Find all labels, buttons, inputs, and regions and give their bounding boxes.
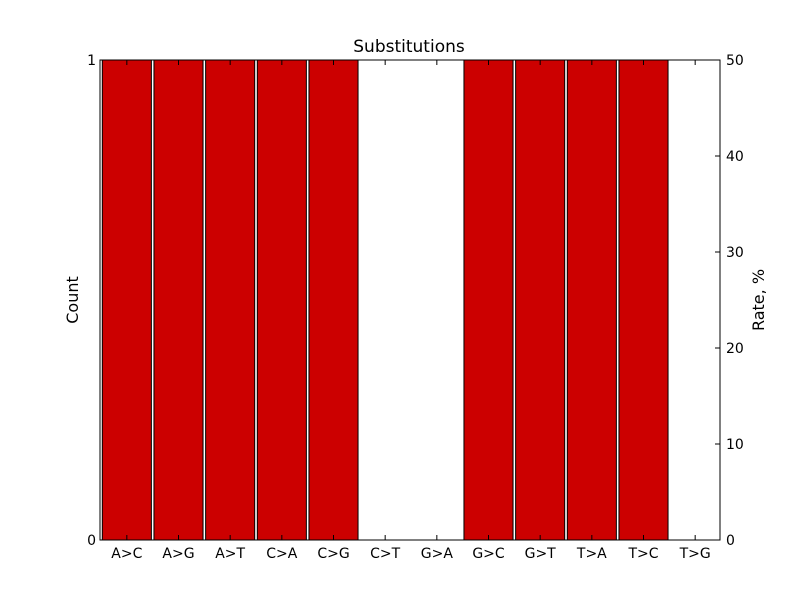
x-tick-label: T>G xyxy=(679,546,711,562)
y2-tick-label: 40 xyxy=(726,149,744,165)
x-tick-label: A>C xyxy=(111,546,142,562)
bar-a-to-c xyxy=(101,59,152,541)
bar-a-to-g xyxy=(153,59,204,541)
y2-tick-label: 0 xyxy=(726,533,735,549)
y-tick-label: 1 xyxy=(87,53,96,69)
x-axis: A>C A>G A>T C>A C>G C>T G>A G>C G>T T>A T>C T>G xyxy=(111,60,711,562)
bar-t-to-c xyxy=(618,59,669,541)
x-tick-label: A>T xyxy=(215,546,245,562)
x-tick-label: C>A xyxy=(266,546,298,562)
y-tick-label: 0 xyxy=(87,533,96,549)
x-tick-label: A>G xyxy=(162,546,194,562)
chart-title: Substitutions xyxy=(353,37,465,57)
y-axis-label: Count xyxy=(63,276,82,324)
x-tick-label: C>T xyxy=(370,546,401,562)
bar-a-to-t xyxy=(205,59,256,541)
x-tick-label: C>G xyxy=(317,546,349,562)
bar-c-to-g xyxy=(308,59,359,541)
bar-g-to-c xyxy=(463,59,514,541)
x-tick-label: G>T xyxy=(525,546,557,562)
bar-t-to-a xyxy=(566,59,617,541)
y2-tick-label: 30 xyxy=(726,245,744,261)
x-tick-label: T>C xyxy=(627,546,658,562)
x-tick-label: G>A xyxy=(421,546,454,562)
y2-tick-label: 10 xyxy=(726,437,744,453)
y2-tick-label: 50 xyxy=(726,53,744,69)
bars-layer xyxy=(101,59,669,541)
bar-c-to-a xyxy=(256,59,307,541)
left-axis: 01 xyxy=(87,53,105,549)
right-axis: 0 10 20 30 40 50 xyxy=(715,53,744,549)
y2-axis-label: Rate, % xyxy=(749,269,768,331)
bar-g-to-t xyxy=(515,59,566,541)
plot-frame xyxy=(99,59,721,541)
x-tick-label: T>A xyxy=(576,546,607,562)
x-tick-label: G>C xyxy=(472,546,505,562)
y2-tick-label: 20 xyxy=(726,341,744,357)
